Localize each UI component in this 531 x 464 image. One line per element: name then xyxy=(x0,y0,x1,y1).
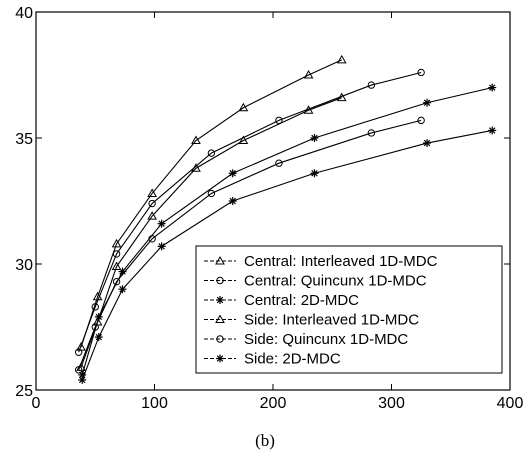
data-point xyxy=(336,92,347,102)
data-point xyxy=(74,366,83,374)
data-point xyxy=(207,149,216,157)
legend-label: Central: Quincunx 1D-MDC xyxy=(244,273,427,290)
x-tick-label: 0 xyxy=(32,395,41,412)
data-point xyxy=(78,375,87,384)
series-line xyxy=(78,119,422,371)
series-line xyxy=(81,87,493,376)
data-point xyxy=(147,188,157,197)
data-point xyxy=(157,219,166,228)
data-point xyxy=(310,169,319,178)
data-point xyxy=(303,105,314,114)
legend-marker xyxy=(216,354,224,363)
legend-marker xyxy=(215,255,225,265)
series-5 xyxy=(74,116,425,374)
legend-marker xyxy=(216,296,224,304)
y-tick-label: 35 xyxy=(15,131,33,148)
legend-label: Side: 2D-MDC xyxy=(244,351,341,368)
legend-item: Side: Interleaved 1D-MDC xyxy=(204,312,419,329)
data-point xyxy=(310,134,319,142)
data-point xyxy=(148,235,156,243)
y-tick-label: 30 xyxy=(15,257,33,274)
y-tick-label: 25 xyxy=(15,383,33,400)
x-tick-label: 400 xyxy=(497,395,524,412)
data-point xyxy=(423,98,432,107)
legend-marker xyxy=(215,314,225,323)
axis-ticks: 0 100 200 300 400 25 30 35 40 xyxy=(15,5,523,412)
legend-item: Central: Quincunx 1D-MDC xyxy=(204,273,427,290)
data-point xyxy=(367,129,376,137)
data-point xyxy=(228,169,237,178)
caption: (b) xyxy=(255,431,275,450)
legend-label: Side: Quincunx 1D-MDC xyxy=(244,331,408,348)
data-point xyxy=(367,81,376,89)
data-point xyxy=(336,54,347,64)
data-point xyxy=(417,116,425,125)
y-tick-label: 40 xyxy=(15,5,33,22)
data-point xyxy=(112,250,121,258)
data-point xyxy=(74,348,83,356)
data-point xyxy=(111,261,122,271)
data-point xyxy=(147,211,157,220)
data-point xyxy=(191,135,201,145)
legend-item: Central: 2D-MDC xyxy=(204,292,359,309)
legend: Central: Interleaved 1D-MDC Central: Quin… xyxy=(195,245,503,374)
x-tick-label: 200 xyxy=(260,395,287,412)
data-point xyxy=(207,189,216,198)
legend-label: Central: 2D-MDC xyxy=(244,292,359,309)
series-line xyxy=(81,129,493,381)
data-point xyxy=(112,277,121,286)
legend-box xyxy=(195,245,503,374)
data-point xyxy=(275,159,283,167)
series-4 xyxy=(76,92,347,371)
series-2 xyxy=(74,68,425,356)
data-point xyxy=(148,199,156,208)
x-tick-label: 100 xyxy=(141,395,168,412)
data-point xyxy=(488,126,497,135)
data-point xyxy=(91,303,99,311)
data-point xyxy=(91,323,99,331)
data-point xyxy=(488,83,497,92)
legend-label: Side: Interleaved 1D-MDC xyxy=(244,312,419,329)
series-line xyxy=(80,59,342,348)
data-point xyxy=(417,68,425,77)
legend-item: Side: 2D-MDC xyxy=(204,351,341,368)
data-point xyxy=(157,242,166,251)
legend-item: Central: Interleaved 1D-MDC xyxy=(204,253,438,270)
series-group xyxy=(74,54,497,384)
series-6 xyxy=(78,126,497,384)
legend-marker xyxy=(216,276,224,285)
data-point xyxy=(228,197,237,205)
legend-label: Central: Interleaved 1D-MDC xyxy=(244,253,438,270)
series-line xyxy=(80,97,342,368)
legend-marker xyxy=(216,335,224,343)
data-point xyxy=(111,238,122,248)
data-point xyxy=(238,135,249,145)
data-point xyxy=(94,333,103,342)
x-tick-label: 300 xyxy=(378,395,405,412)
data-point xyxy=(191,163,201,172)
data-point xyxy=(238,102,249,112)
data-point xyxy=(423,139,432,148)
series-line xyxy=(78,71,422,353)
data-point xyxy=(118,285,127,294)
legend-item: Side: Quincunx 1D-MDC xyxy=(204,331,408,348)
data-point xyxy=(303,69,314,79)
series-3 xyxy=(78,83,497,379)
